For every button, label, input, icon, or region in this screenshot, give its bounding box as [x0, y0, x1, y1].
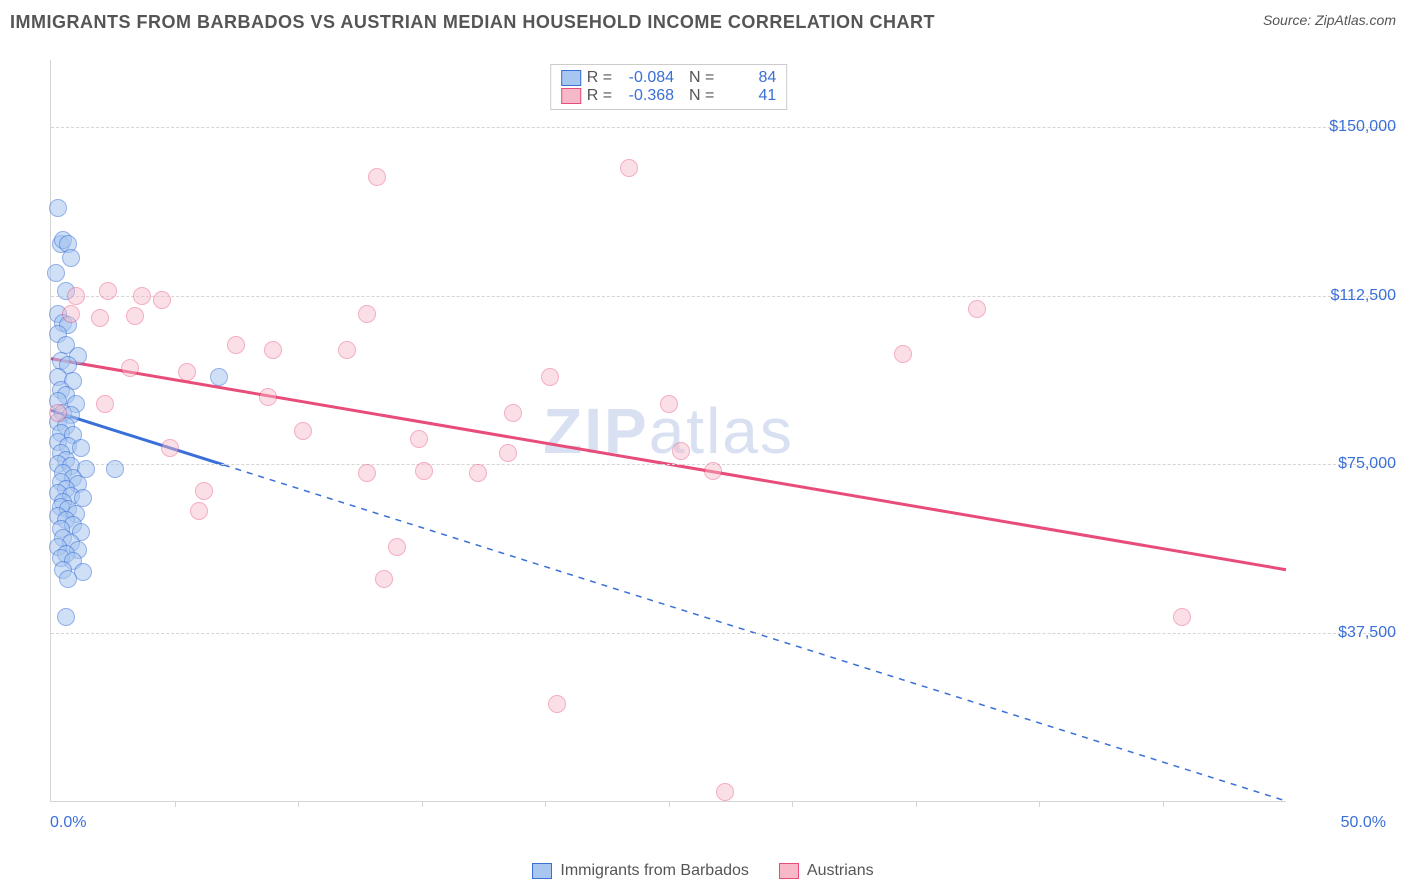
- data-point: [338, 341, 356, 359]
- legend-item-2: Austrians: [779, 862, 874, 880]
- legend-swatch-2: [561, 88, 581, 104]
- data-point: [1173, 608, 1191, 626]
- x-tick: [175, 801, 176, 807]
- data-point: [161, 439, 179, 457]
- data-point: [195, 482, 213, 500]
- correlation-row-1: R = -0.084 N = 84: [561, 69, 777, 87]
- plot-area-wrap: Median Household Income ZIPatlas R = -0.…: [0, 48, 1406, 842]
- data-point: [541, 368, 559, 386]
- x-tick: [1039, 801, 1040, 807]
- source-credit: Source: ZipAtlas.com: [1263, 12, 1396, 28]
- data-point: [548, 695, 566, 713]
- y-tick-label: $75,000: [1296, 455, 1396, 473]
- data-point: [894, 345, 912, 363]
- data-point: [106, 460, 124, 478]
- data-point: [49, 404, 67, 422]
- data-point: [133, 287, 151, 305]
- legend-item-2-swatch: [779, 863, 799, 879]
- legend-item-1-label: Immigrants from Barbados: [560, 862, 749, 880]
- gridline-h: [51, 296, 1396, 297]
- data-point: [704, 462, 722, 480]
- legend-swatch-1: [561, 70, 581, 86]
- data-point: [121, 359, 139, 377]
- legend-item-1-swatch: [532, 863, 552, 879]
- r-value-2: -0.368: [618, 87, 674, 105]
- series-legend: Immigrants from Barbados Austrians: [0, 862, 1406, 880]
- data-point: [504, 404, 522, 422]
- data-point: [59, 570, 77, 588]
- gridline-h: [51, 127, 1396, 128]
- legend-item-1: Immigrants from Barbados: [532, 862, 749, 880]
- header-bar: IMMIGRANTS FROM BARBADOS VS AUSTRIAN MED…: [0, 0, 1406, 48]
- data-point: [91, 309, 109, 327]
- r-label-1: R =: [587, 69, 612, 87]
- data-point: [210, 368, 228, 386]
- n-label-2: N =: [680, 87, 714, 105]
- data-point: [620, 159, 638, 177]
- data-point: [358, 305, 376, 323]
- data-point: [47, 264, 65, 282]
- data-point: [672, 442, 690, 460]
- x-axis-max-label: 50.0%: [1341, 814, 1386, 832]
- x-tick: [916, 801, 917, 807]
- x-tick: [669, 801, 670, 807]
- correlation-legend: R = -0.084 N = 84 R = -0.368 N = 41: [550, 64, 788, 110]
- x-tick: [1163, 801, 1164, 807]
- n-label-1: N =: [680, 69, 714, 87]
- data-point: [660, 395, 678, 413]
- data-point: [57, 608, 75, 626]
- data-point: [72, 439, 90, 457]
- data-point: [49, 199, 67, 217]
- data-point: [368, 168, 386, 186]
- data-point: [410, 430, 428, 448]
- data-point: [499, 444, 517, 462]
- data-point: [227, 336, 245, 354]
- x-tick: [298, 801, 299, 807]
- data-point: [264, 341, 282, 359]
- data-point: [388, 538, 406, 556]
- x-tick: [545, 801, 546, 807]
- plot-area: ZIPatlas R = -0.084 N = 84 R = -0.368 N …: [50, 60, 1286, 802]
- x-axis-min-label: 0.0%: [50, 814, 86, 832]
- gridline-h: [51, 464, 1396, 465]
- chart-title: IMMIGRANTS FROM BARBADOS VS AUSTRIAN MED…: [10, 12, 935, 33]
- data-point: [968, 300, 986, 318]
- data-point: [126, 307, 144, 325]
- y-tick-label: $150,000: [1296, 118, 1396, 136]
- chart-container: IMMIGRANTS FROM BARBADOS VS AUSTRIAN MED…: [0, 0, 1406, 892]
- data-point: [375, 570, 393, 588]
- data-point: [415, 462, 433, 480]
- gridline-h: [51, 633, 1396, 634]
- data-point: [190, 502, 208, 520]
- x-tick: [422, 801, 423, 807]
- r-value-1: -0.084: [618, 69, 674, 87]
- y-tick-label: $112,500: [1296, 287, 1396, 305]
- plot-svg: [51, 60, 1286, 801]
- legend-item-2-label: Austrians: [807, 862, 874, 880]
- x-tick: [792, 801, 793, 807]
- data-point: [469, 464, 487, 482]
- n-value-2: 41: [720, 87, 776, 105]
- data-point: [716, 783, 734, 801]
- n-value-1: 84: [720, 69, 776, 87]
- r-label-2: R =: [587, 87, 612, 105]
- data-point: [294, 422, 312, 440]
- data-point: [153, 291, 171, 309]
- y-tick-label: $37,500: [1296, 624, 1396, 642]
- data-point: [62, 249, 80, 267]
- data-point: [67, 287, 85, 305]
- correlation-row-2: R = -0.368 N = 41: [561, 87, 777, 105]
- data-point: [99, 282, 117, 300]
- data-point: [96, 395, 114, 413]
- data-point: [62, 305, 80, 323]
- data-point: [358, 464, 376, 482]
- data-point: [178, 363, 196, 381]
- data-point: [259, 388, 277, 406]
